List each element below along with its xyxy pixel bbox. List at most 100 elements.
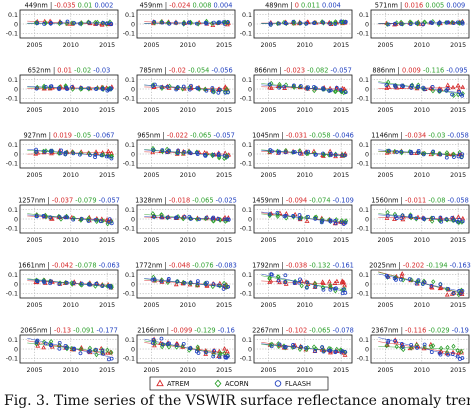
trend-flaash: 0.002 <box>94 2 113 10</box>
acorn-point <box>456 292 461 298</box>
flaash-point <box>211 354 216 359</box>
x-tick-label: 2010 <box>414 107 430 114</box>
x-tick-label: 2015 <box>216 237 232 244</box>
y-tick-label: 0 <box>248 281 252 288</box>
acorn-point <box>94 352 99 358</box>
panel-title: 1257nm | -0.037 -0.079 -0.057 <box>18 197 120 205</box>
flaash-point <box>437 20 442 25</box>
x-tick-label: 2005 <box>261 237 277 244</box>
acorn-point <box>217 352 223 358</box>
flaash-point <box>450 92 455 97</box>
y-tick-label: -0.1 <box>240 356 252 363</box>
flaash-point <box>176 85 180 90</box>
trend-acorn: 0.01 <box>78 2 95 10</box>
acorn-point <box>445 344 450 350</box>
flaash-point <box>393 85 398 89</box>
flaash-point <box>42 22 47 26</box>
flaash-point <box>101 20 105 25</box>
atrem-point <box>341 350 347 355</box>
flaash-point <box>444 155 449 160</box>
y-tick-label: 0 <box>365 151 369 158</box>
flaash-point <box>182 150 187 154</box>
trend-flaash: -0.058 <box>448 197 469 205</box>
flaash-point <box>48 215 53 220</box>
flaash-point <box>217 20 222 25</box>
flaash-point <box>333 152 338 157</box>
flaash-point <box>437 88 442 93</box>
atrem-point <box>283 211 289 216</box>
flaash-point <box>312 21 317 25</box>
trend-flaash: -0.078 <box>333 327 354 335</box>
y-tick-label: 0.1 <box>125 12 135 19</box>
trend-flaash: -0.057 <box>331 67 352 75</box>
atrem-point <box>267 279 273 284</box>
flaash-point <box>57 215 62 219</box>
flaash-point <box>283 21 288 25</box>
acorn-point <box>297 148 302 154</box>
trend-atrem: -0.011 <box>405 197 428 205</box>
flaash-point <box>457 89 462 94</box>
trend-acorn: -0.082 <box>307 67 330 75</box>
trend-atrem: -0.038 <box>286 262 309 270</box>
acorn-point <box>333 19 338 25</box>
panel-separator: | <box>50 2 54 10</box>
panel-title: 1146nm | -0.034 -0.03 -0.058 <box>371 132 469 140</box>
acorn-point <box>195 344 200 350</box>
atrem-point <box>449 291 455 296</box>
y-tick-label: 0 <box>14 346 18 353</box>
flaash-point <box>283 345 288 349</box>
flaash-point <box>444 217 449 222</box>
flaash-point <box>98 219 103 224</box>
flaash-point <box>387 148 391 153</box>
flaash-point <box>79 281 84 286</box>
acorn-point <box>407 19 413 25</box>
flaash-point <box>446 20 450 25</box>
flaash-point <box>270 149 274 154</box>
acorn-point <box>209 20 215 27</box>
trend-line-flaash <box>27 337 113 358</box>
x-tick-label: 2005 <box>378 42 394 49</box>
flaash-point <box>211 282 216 287</box>
y-tick-label: -0.1 <box>6 356 18 363</box>
legend-label-atrem: ATREM <box>167 380 190 388</box>
trend-atrem: -0.037 <box>52 197 75 205</box>
panel-separator: | <box>400 2 404 10</box>
panel-2267nm: 0.1 0 -0.1 2005 2010 2015 2267nm | -0.102 -0.0… <box>240 327 354 375</box>
flaash-point <box>409 149 413 154</box>
flaash-point <box>174 215 179 220</box>
flaash-point <box>211 152 216 157</box>
flaash-point <box>305 280 310 285</box>
legend-box <box>149 376 329 391</box>
flaash-point <box>159 336 164 341</box>
flaash-point <box>283 150 288 155</box>
flaash-point <box>159 85 164 89</box>
acorn-point <box>299 283 304 289</box>
x-tick-label: 2010 <box>297 367 313 374</box>
flaash-point <box>152 215 156 219</box>
flaash-point <box>72 21 76 25</box>
trend-acorn: -0.116 <box>423 67 446 75</box>
flaash-point <box>64 280 69 285</box>
x-tick-label: 2010 <box>63 302 79 309</box>
flaash-point <box>277 85 282 90</box>
trend-acorn: -0.065 <box>192 197 215 205</box>
x-tick-label: 2005 <box>144 237 160 244</box>
y-tick-label: 0 <box>131 346 135 353</box>
atrem-point <box>437 285 443 291</box>
acorn-point <box>95 19 100 25</box>
flaash-point <box>203 153 208 158</box>
acorn-point <box>290 149 295 155</box>
acorn-point <box>217 283 222 289</box>
acorn-point <box>70 281 75 287</box>
flaash-point <box>49 149 53 154</box>
panel-wavelength: 2065nm <box>20 327 49 335</box>
flaash-point <box>283 280 288 284</box>
flaash-point <box>422 217 426 221</box>
flaash-point <box>400 83 404 88</box>
panel-449nm: 0.1 0 -0.1 2005 2010 2015 449nm | -0.035 0.01 … <box>6 2 119 49</box>
acorn-point <box>429 344 434 350</box>
atrem-point <box>105 350 111 355</box>
panel-wavelength: 1045nm <box>252 132 281 140</box>
acorn-point <box>414 342 419 348</box>
x-tick-label: 2015 <box>333 237 349 244</box>
